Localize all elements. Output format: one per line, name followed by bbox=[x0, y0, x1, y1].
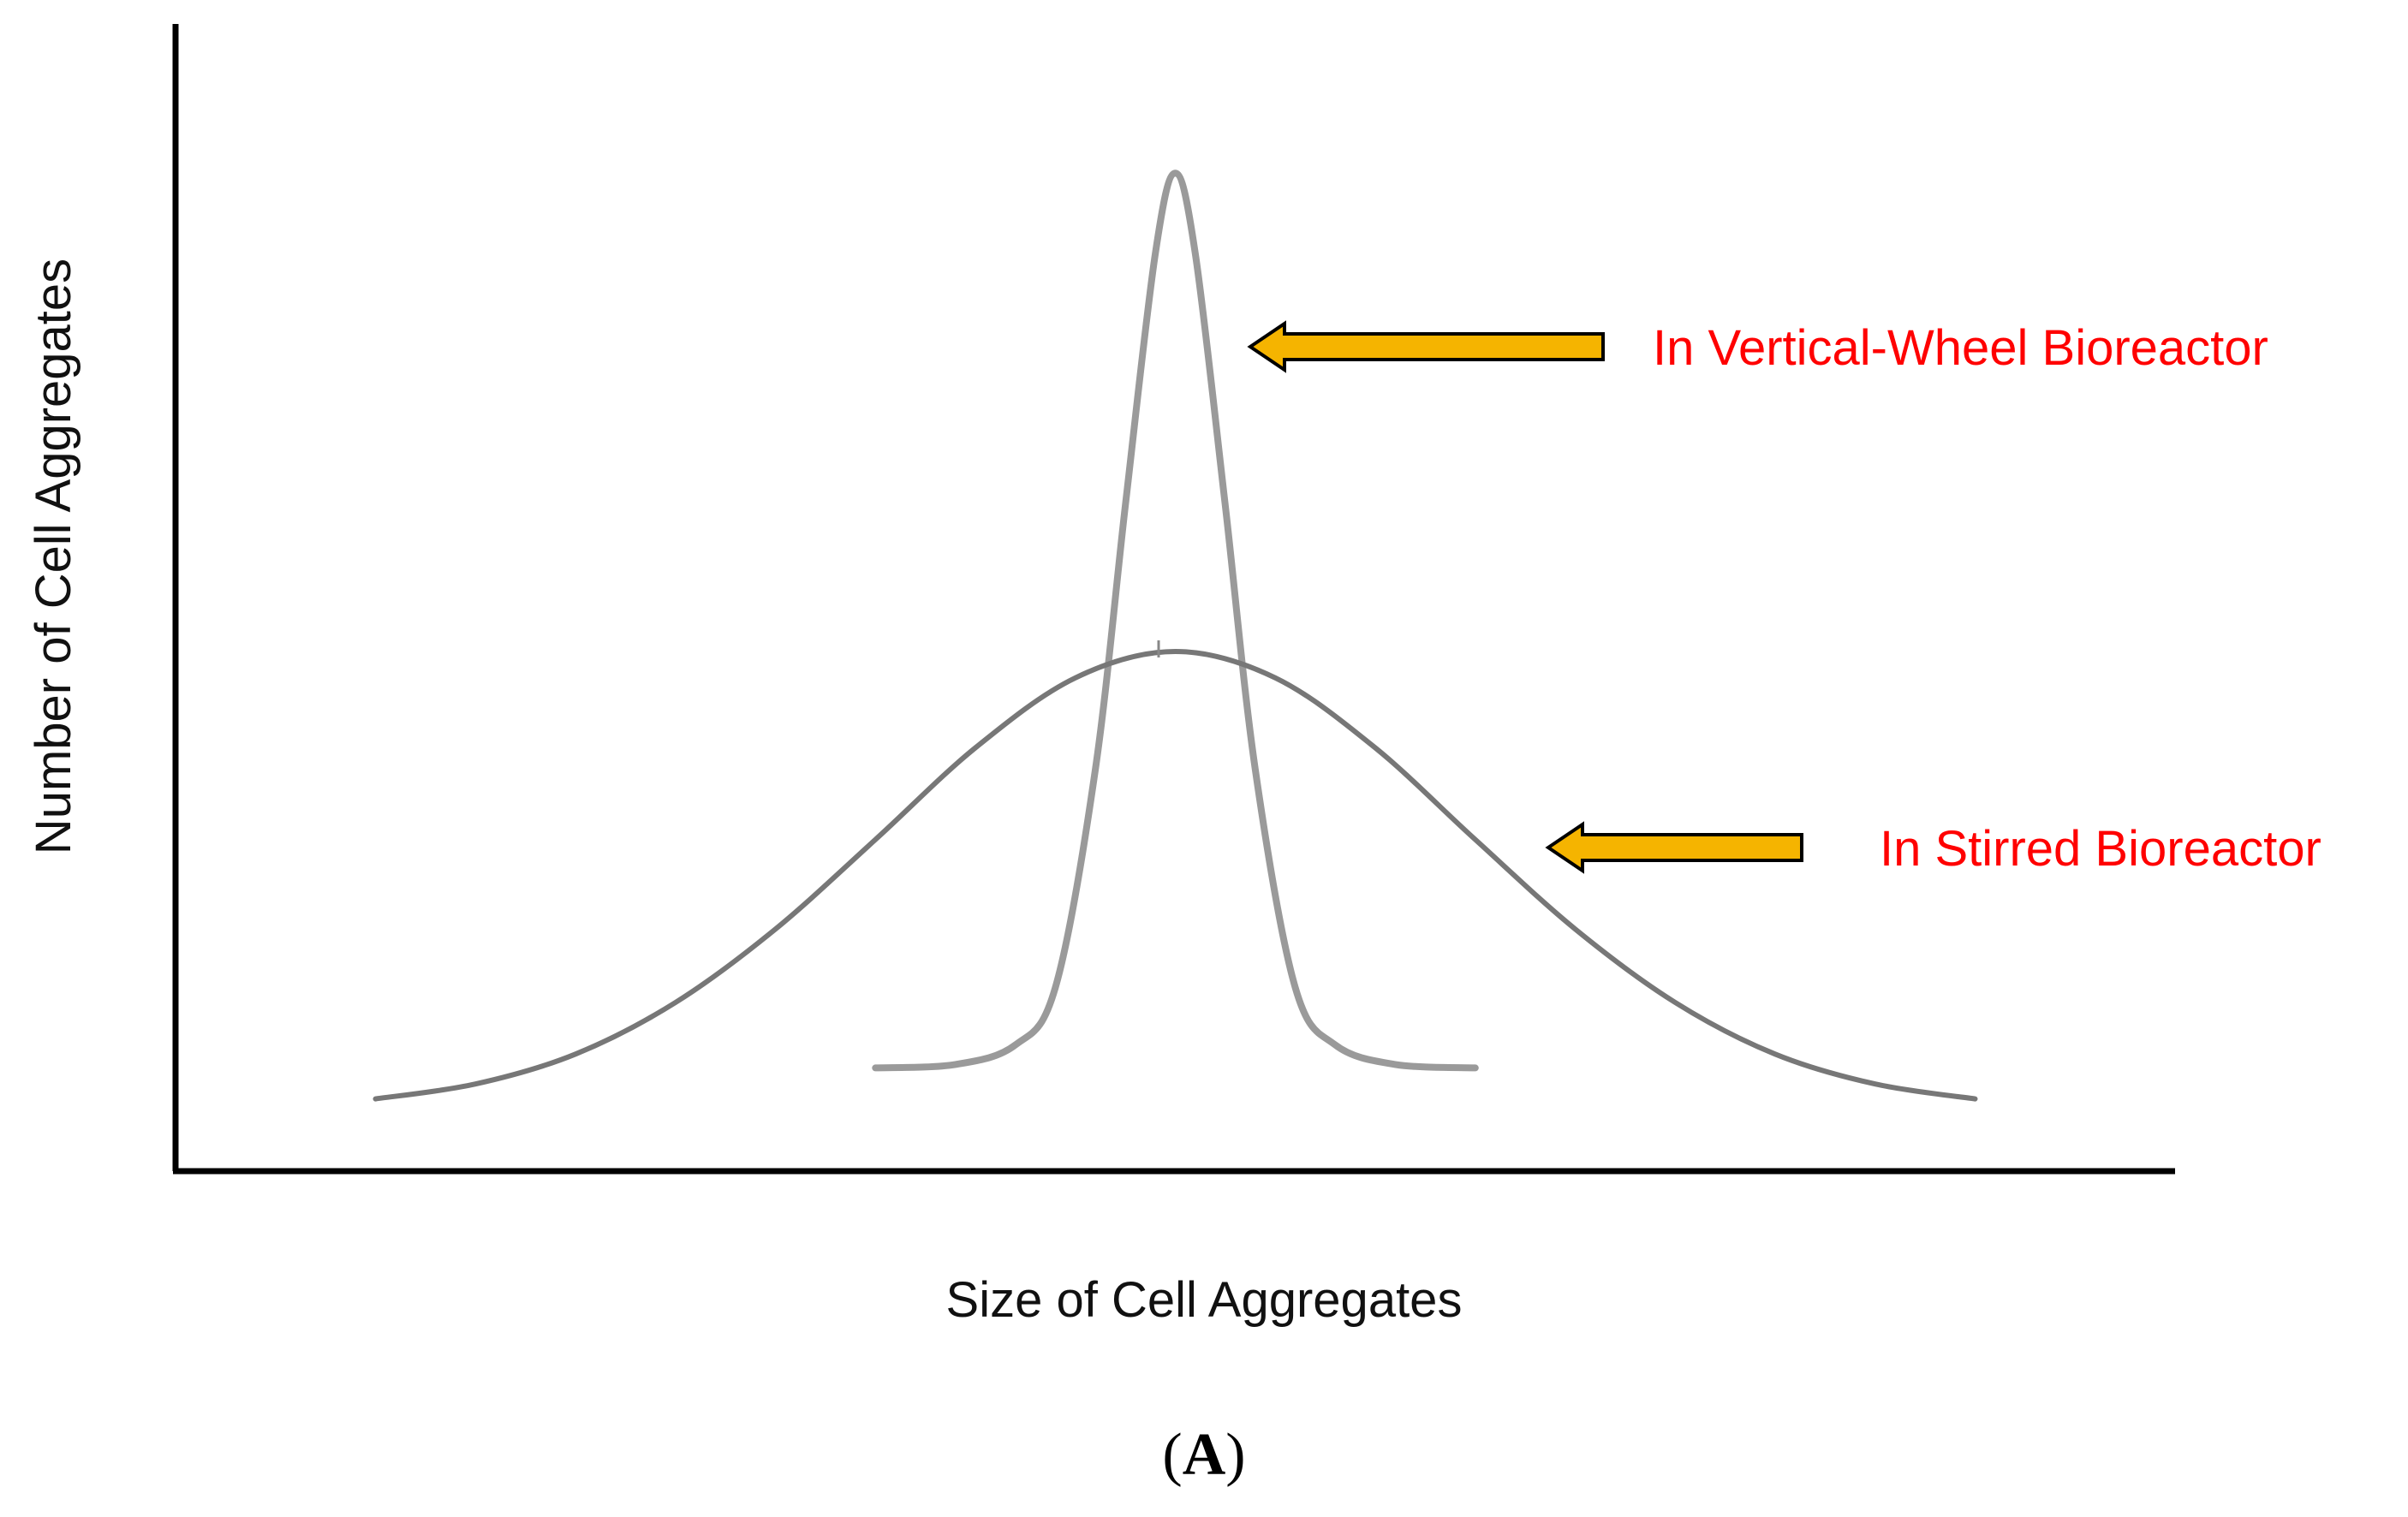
annotation-stirred: In Stirred Bioreactor bbox=[1880, 821, 2322, 877]
panel-label-letter: A bbox=[1183, 1422, 1226, 1488]
annotation-vertical-wheel: In Vertical-Wheel Bioreactor bbox=[1653, 320, 2268, 376]
panel-label-open-paren: ( bbox=[1162, 1422, 1182, 1488]
y-axis-label: Number of Cell Aggregates bbox=[26, 259, 81, 854]
series-line-vertical-wheel bbox=[872, 170, 1479, 1072]
panel-label-close-paren: ) bbox=[1225, 1422, 1245, 1488]
arrow-vertical-wheel bbox=[1247, 320, 1605, 373]
x-axis-label: Size of Cell Aggregates bbox=[946, 1272, 1463, 1328]
arrow-stirred bbox=[1545, 821, 1803, 874]
panel-label: (A) bbox=[1162, 1422, 1245, 1488]
series-line-stirred bbox=[373, 649, 1978, 1102]
